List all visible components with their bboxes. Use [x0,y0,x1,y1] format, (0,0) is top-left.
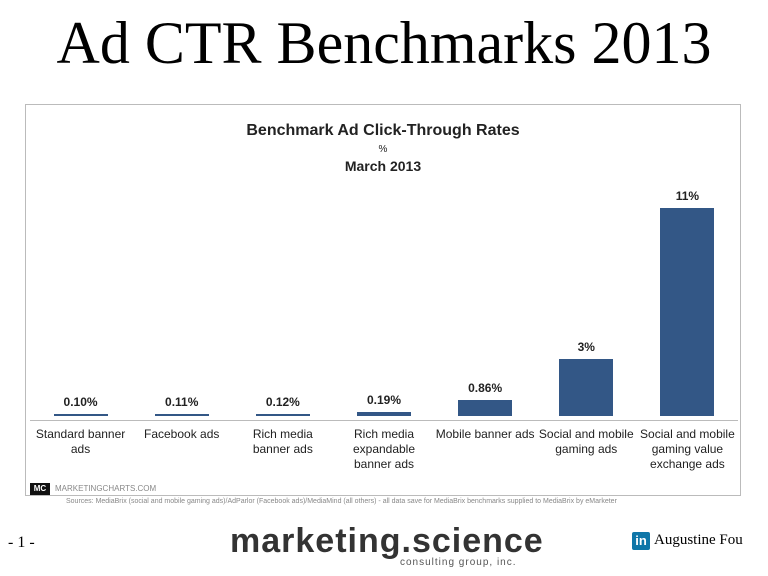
bar [559,359,614,416]
bar [458,399,513,416]
x-tick-label: Rich media banner ads [252,427,313,456]
value-label: 0.11% [165,394,199,409]
x-tick-label: Social and mobile gaming value exchange … [640,427,735,471]
value-label: 0.19% [366,393,402,408]
x-tick-label: Mobile banner ads [435,427,535,441]
bar [660,208,715,416]
slide-title: Ad CTR Benchmarks 2013 [56,10,712,76]
chart-date: March 2013 [344,158,422,174]
brand: MARKETINGCHARTS.COM [55,484,157,493]
x-tick-label: Facebook ads [144,427,220,441]
author: Augustine Fou [654,532,743,548]
value-label: 0.10% [63,395,98,410]
value-label: 0.86% [468,380,503,395]
page-number: - 1 - [8,534,35,551]
bar [357,412,411,416]
chart-frame [25,104,741,496]
bar [255,413,310,416]
linkedin-icon: in [632,532,650,550]
baseline [30,420,738,421]
value-label: 0.12% [265,394,300,409]
footer-logo: marketing.science [230,522,544,560]
x-tick-label: Standard banner ads [35,427,126,456]
x-tick-label: Rich media expandable banner ads [352,427,416,471]
bar [53,414,108,416]
x-tick-label: Social and mobile gaming ads [538,427,634,456]
footer-logo-sub: consulting group, inc. [400,557,517,568]
value-label: 3% [577,340,595,355]
chart-subtitle: % [378,144,388,155]
value-label: 11% [675,189,700,203]
bar [154,413,209,416]
source: Sources: MediaBrix (social and mobile ga… [66,498,617,505]
brand-logo: MC [30,483,50,495]
chart-title: Benchmark Ad Click-Through Rates [246,122,520,139]
